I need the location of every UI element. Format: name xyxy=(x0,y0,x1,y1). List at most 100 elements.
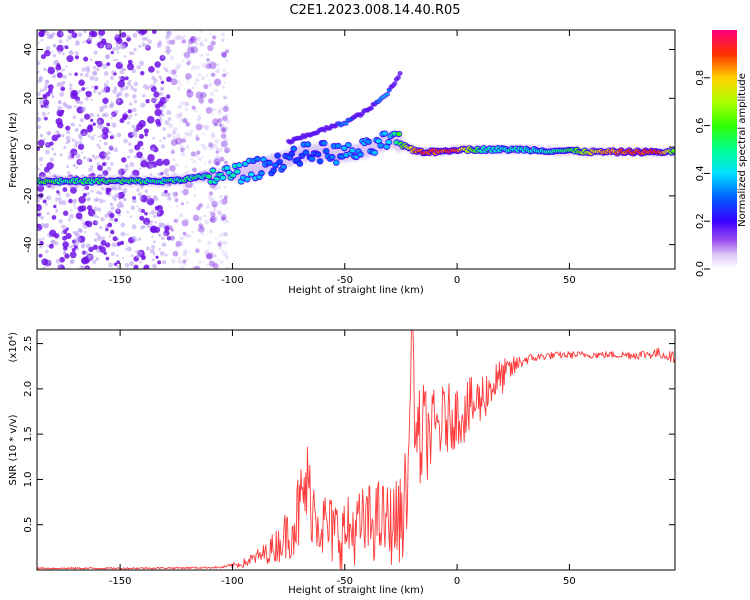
noise-dot xyxy=(221,216,226,221)
noise-dot xyxy=(74,105,77,108)
noise-dot xyxy=(74,127,79,132)
noise-dot xyxy=(60,133,65,138)
spectrogram-xlabel: Height of straight line (km) xyxy=(288,285,424,296)
noise-dot xyxy=(42,95,48,100)
noise-dot xyxy=(130,205,136,211)
noise-dot xyxy=(128,142,132,147)
noise-dot xyxy=(70,148,78,156)
noise-dot xyxy=(172,250,179,257)
noise-dot xyxy=(172,157,176,162)
noise-dot xyxy=(113,220,117,224)
noise-dot xyxy=(119,200,123,205)
noise-dot xyxy=(94,157,97,160)
noise-dot xyxy=(164,253,168,257)
noise-dot xyxy=(97,115,100,118)
noise-dot xyxy=(96,155,100,159)
noise-dot xyxy=(89,112,94,118)
noise-dot xyxy=(153,240,156,244)
noise-dot xyxy=(67,34,73,40)
noise-dot xyxy=(204,251,208,255)
noise-dot xyxy=(42,266,46,269)
noise-dot xyxy=(211,107,215,111)
noise-dot xyxy=(157,41,162,47)
noise-dot xyxy=(158,91,163,96)
noise-dot xyxy=(170,258,176,264)
noise-dot xyxy=(152,214,157,218)
noise-dot xyxy=(96,143,100,147)
chart-title: C2E1.2023.008.14.40.R05 xyxy=(289,3,460,18)
noise-dot xyxy=(126,246,132,252)
noise-dot xyxy=(182,251,188,257)
noise-dot xyxy=(164,98,169,103)
noise-dot xyxy=(115,254,119,258)
noise-dot xyxy=(80,118,85,123)
noise-dot xyxy=(206,52,210,57)
noise-dot xyxy=(79,265,85,269)
main-line-core xyxy=(224,165,230,170)
noise-dot xyxy=(112,47,116,52)
noise-dot xyxy=(42,237,45,240)
noise-dot xyxy=(99,226,103,230)
noise-dot xyxy=(204,124,210,129)
noise-dot xyxy=(91,85,94,89)
noise-dot xyxy=(47,34,53,40)
noise-dot xyxy=(156,121,162,127)
spectrogram-axes: -150 -100 -50 0 50 -40 -20 0 20 40 xyxy=(23,30,675,286)
spectrogram-ytick-label: 40 xyxy=(23,43,34,56)
noise-dot xyxy=(199,42,205,48)
noise-dot xyxy=(53,44,56,48)
noise-dot xyxy=(222,115,228,122)
noise-dot xyxy=(160,80,165,85)
noise-dot xyxy=(98,35,103,39)
noise-dot xyxy=(90,98,93,101)
noise-dot xyxy=(43,67,47,72)
noise-dot xyxy=(39,101,44,106)
noise-dot xyxy=(94,220,99,224)
noise-dot xyxy=(73,164,76,167)
noise-dot xyxy=(196,36,202,42)
noise-dot xyxy=(199,42,203,46)
noise-dot xyxy=(180,151,186,157)
main-line-core xyxy=(315,152,321,157)
noise-dot xyxy=(79,229,83,234)
noise-dot xyxy=(164,68,169,73)
noise-dot xyxy=(92,89,97,93)
noise-dot xyxy=(195,135,198,138)
noise-dot xyxy=(57,264,62,269)
noise-dot xyxy=(124,248,128,251)
noise-dot xyxy=(220,140,228,148)
noise-dot xyxy=(183,51,188,56)
noise-dot xyxy=(199,101,204,105)
noise-dot xyxy=(158,172,163,177)
noise-dot xyxy=(151,244,156,249)
noise-dot xyxy=(111,242,117,248)
noise-dot xyxy=(136,64,142,70)
noise-dot xyxy=(154,108,162,117)
noise-dot xyxy=(91,31,98,38)
noise-dot xyxy=(48,235,51,239)
noise-dot xyxy=(218,123,223,128)
noise-dot xyxy=(225,266,231,269)
noise-dot xyxy=(102,63,108,69)
noise-dot xyxy=(195,110,198,113)
noise-dot xyxy=(203,38,208,42)
noise-dot xyxy=(152,263,157,269)
noise-dot xyxy=(55,197,59,201)
noise-dot xyxy=(150,226,158,234)
noise-dot xyxy=(174,162,179,167)
noise-dot xyxy=(198,226,205,233)
noise-dot xyxy=(37,146,41,152)
noise-dot xyxy=(160,222,166,228)
noise-dot xyxy=(72,243,76,246)
colorbar-tick-label: 0.0 xyxy=(695,261,706,277)
main-line-core xyxy=(260,157,267,162)
noise-dot xyxy=(222,128,226,132)
noise-dot xyxy=(112,58,116,62)
noise-dot xyxy=(40,104,44,108)
noise-dot xyxy=(56,44,64,53)
noise-dot xyxy=(133,155,138,159)
noise-dot xyxy=(112,88,118,94)
noise-dot xyxy=(224,160,228,165)
noise-dot xyxy=(66,139,71,143)
noise-dot xyxy=(87,134,91,138)
